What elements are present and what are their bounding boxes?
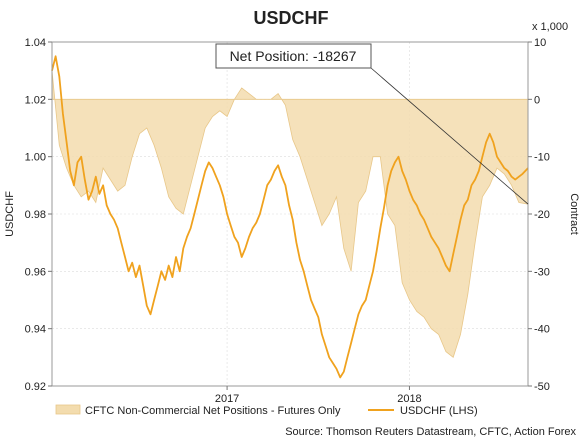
right-tick-label: -50 [534,381,550,393]
right-axis: 10 0 -10 -20 -30 -40 -50 [528,37,550,393]
usdchf-line-series [51,55,529,379]
positions-area [51,70,529,358]
left-tick-label: 1.00 [25,152,46,164]
left-tick-label: 1.04 [25,37,46,49]
left-axis: 1.04 1.02 1.00 0.98 0.96 0.94 0.92 [25,37,52,393]
annotation-text: Net Position: -18267 [230,48,357,64]
right-tick-label: -30 [534,266,550,278]
right-tick-label: -20 [534,209,550,221]
left-tick-label: 0.96 [25,266,46,278]
chart-title: USDCHF [254,8,329,28]
right-axis-label: Contract [568,193,580,235]
positions-area-series [51,70,529,358]
x-axis: 2017 2018 [215,386,422,405]
legend: CFTC Non-Commercial Net Positions - Futu… [55,404,478,417]
x-tick-label: 2018 [397,393,421,405]
annotation-pointer [370,67,529,205]
legend-label-positions: CFTC Non-Commercial Net Positions - Futu… [85,405,341,417]
left-tick-label: 1.02 [25,94,46,106]
right-tick-label: -40 [534,324,550,336]
right-tick-label: 0 [534,94,540,106]
net-position-annotation: Net Position: -18267 [215,43,529,205]
right-axis-multiplier: x 1,000 [532,21,568,33]
annotation-box [215,43,372,69]
left-tick-label: 0.98 [25,209,46,221]
right-tick-label: -10 [534,152,550,164]
left-tick-label: 0.94 [25,324,46,336]
usdchf-line [51,55,529,379]
right-tick-label: 10 [534,37,546,49]
legend-label-usdchf: USDCHF (LHS) [400,405,478,417]
legend-swatch-positions [55,404,81,415]
source-note: Source: Thomson Reuters Datastream, CFTC… [285,426,576,438]
left-axis-label: USDCHF [4,191,16,237]
left-tick-label: 0.92 [25,381,46,393]
x-tick-label: 2017 [215,393,239,405]
